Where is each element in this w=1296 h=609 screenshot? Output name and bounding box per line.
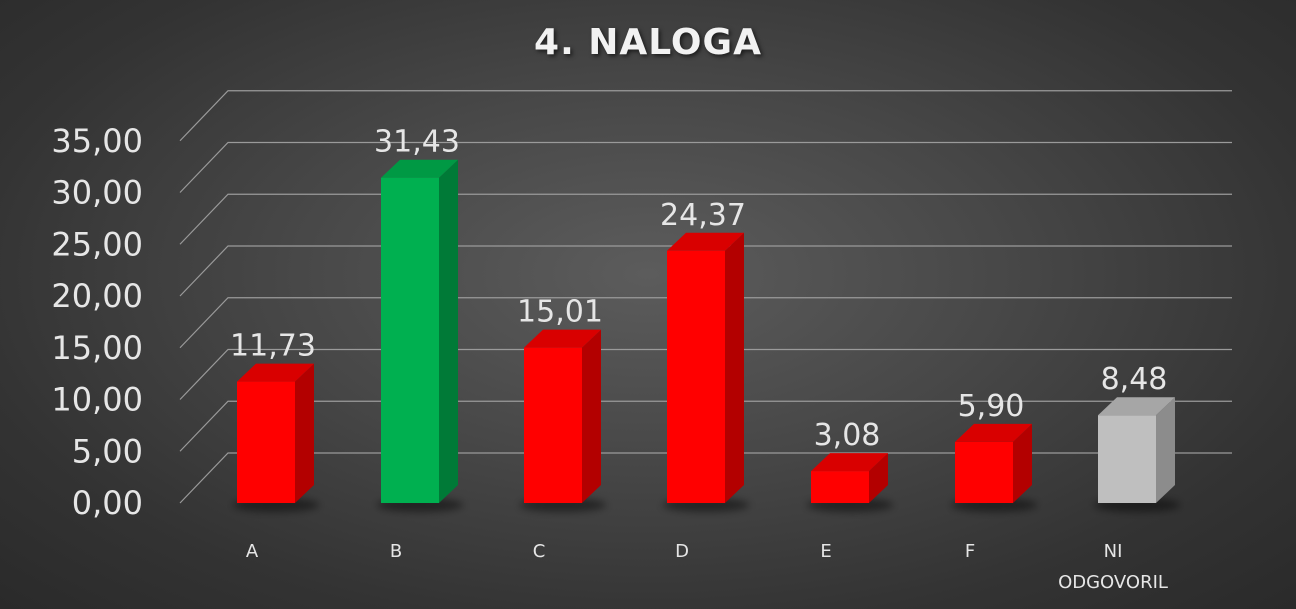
bar-side — [869, 453, 888, 503]
bar — [806, 453, 894, 512]
data-label: 11,73 — [230, 329, 316, 364]
bar — [662, 232, 750, 512]
gridline — [179, 348, 1232, 400]
y-tick-label: 10,00 — [51, 381, 143, 419]
bar-side — [1013, 423, 1032, 503]
gridline — [179, 193, 1232, 245]
bar-top — [667, 232, 744, 251]
data-label: 8,48 — [1101, 362, 1168, 397]
y-tick-label: 25,00 — [51, 225, 143, 263]
bar-top — [524, 329, 601, 348]
bar-top — [811, 453, 888, 472]
bar-front — [667, 250, 725, 503]
bar — [1093, 397, 1181, 512]
bar-side — [725, 232, 744, 503]
data-label: 31,43 — [374, 125, 460, 160]
bar-side — [295, 363, 314, 503]
bar-side — [1156, 397, 1175, 503]
x-tick-label: B — [390, 541, 402, 562]
gridline — [179, 297, 1232, 349]
bar-top — [237, 363, 314, 382]
x-tick-label: E — [820, 541, 831, 562]
x-tick-label: NI — [1104, 541, 1123, 562]
bar — [232, 363, 320, 512]
gridline — [179, 141, 1232, 193]
gridline — [179, 452, 1232, 504]
y-tick-label: 20,00 — [51, 277, 143, 315]
gridline — [179, 245, 1232, 297]
y-tick-label: 0,00 — [72, 484, 143, 522]
bar-front — [955, 441, 1013, 503]
bar-top — [1098, 397, 1175, 416]
gridline — [179, 400, 1232, 452]
x-tick-label: D — [675, 541, 689, 562]
data-label: 24,37 — [660, 198, 746, 233]
x-tick-label: C — [533, 541, 546, 562]
bar-front — [237, 381, 295, 503]
y-tick-label: 5,00 — [72, 432, 143, 470]
bar-front — [1098, 415, 1156, 503]
x-axis-ticks: A B C D E F NI ODGOVORIL — [246, 541, 1168, 593]
gridline — [179, 90, 1232, 142]
chart-title: 4. NALOGA — [534, 22, 762, 63]
x-tick-label: ODGOVORIL — [1058, 572, 1168, 593]
bars — [232, 159, 1181, 512]
bar-front — [524, 347, 582, 503]
x-tick-label: A — [246, 541, 259, 562]
bar-front — [381, 177, 439, 503]
bar-front — [811, 471, 869, 503]
y-axis-ticks: 0,00 5,00 10,00 15,00 20,00 25,00 30,00 35,00 — [51, 122, 143, 522]
bar-side — [582, 329, 601, 503]
bar — [950, 423, 1038, 512]
gridlines — [179, 90, 1232, 504]
bar-top — [955, 423, 1032, 442]
data-label: 3,08 — [814, 418, 881, 453]
data-label: 5,90 — [958, 389, 1025, 424]
data-labels: 11,73 31,43 15,01 24,37 3,08 5,90 8,48 — [230, 125, 1167, 453]
data-label: 15,01 — [517, 295, 603, 330]
bar-side — [439, 159, 458, 503]
y-tick-label: 15,00 — [51, 329, 143, 367]
x-tick-label: F — [965, 541, 975, 562]
bar — [376, 159, 464, 512]
y-tick-label: 30,00 — [51, 174, 143, 212]
bar-top — [381, 159, 458, 178]
y-tick-label: 35,00 — [51, 122, 143, 160]
bar — [519, 329, 607, 512]
